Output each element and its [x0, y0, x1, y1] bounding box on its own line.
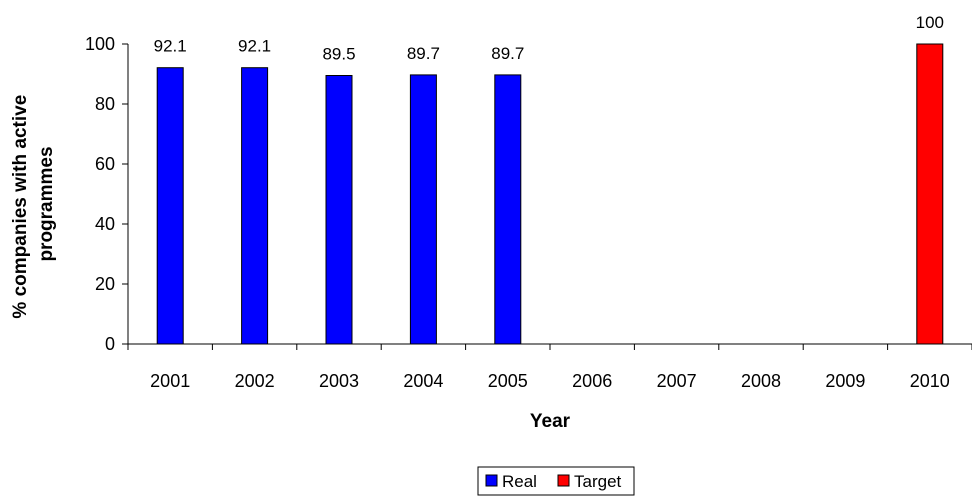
y-tick-label: 80: [95, 94, 115, 114]
x-tick-label: 2003: [319, 371, 359, 391]
bar-real-2004: [409, 74, 437, 345]
x-tick-label: 2006: [572, 371, 612, 391]
x-tick-label: 2005: [488, 371, 528, 391]
x-tick-label: 2007: [657, 371, 697, 391]
y-axis-title: % companies with active programmes: [10, 89, 57, 318]
x-tick-label: 2010: [910, 371, 950, 391]
legend-label-target: Target: [574, 472, 622, 491]
y-tick-label: 0: [105, 334, 115, 354]
bar-real-2005: [494, 74, 522, 345]
legend-box: [477, 466, 635, 496]
legend-label-real: Real: [502, 472, 537, 491]
x-tick-label: 2009: [825, 371, 865, 391]
data-label-2001: 92.1: [154, 37, 187, 56]
data-label-2003: 89.5: [322, 45, 355, 64]
x-tick-label: 2002: [235, 371, 275, 391]
y-tick-label: 20: [95, 274, 115, 294]
y-tick-label: 60: [95, 154, 115, 174]
bar-real-2003: [325, 75, 353, 345]
bar-real-2002: [241, 67, 269, 345]
data-label-2005: 89.7: [491, 44, 524, 63]
data-labels: 92.1 92.1 89.5 89.7 89.7 100: [154, 13, 944, 64]
x-tick-label: 2004: [403, 371, 443, 391]
bar-real-2001: [156, 67, 184, 345]
data-label-2002: 92.1: [238, 37, 271, 56]
y-tick-label: 100: [85, 34, 115, 54]
legend: Real Target: [477, 466, 635, 496]
bars: [156, 43, 944, 345]
x-ticks: 2001 2002 2003 2004 2005 2006 2007 2008 2009 2010: [127, 344, 972, 391]
y-axis-title-line-2: programmes: [36, 146, 57, 261]
data-label-2004: 89.7: [407, 44, 440, 63]
data-label-2010: 100: [916, 13, 944, 32]
y-axis-title-line-1: % companies with active: [10, 95, 31, 319]
legend-swatch-real: [485, 474, 498, 487]
y-tick-label: 40: [95, 214, 115, 234]
bar-target-2010: [916, 43, 944, 345]
legend-swatch-target: [557, 474, 570, 487]
x-tick-label: 2001: [150, 371, 190, 391]
x-tick-label: 2008: [741, 371, 781, 391]
y-ticks: 0 20 40 60 80 100: [85, 34, 128, 354]
x-axis-title: Year: [530, 411, 571, 432]
